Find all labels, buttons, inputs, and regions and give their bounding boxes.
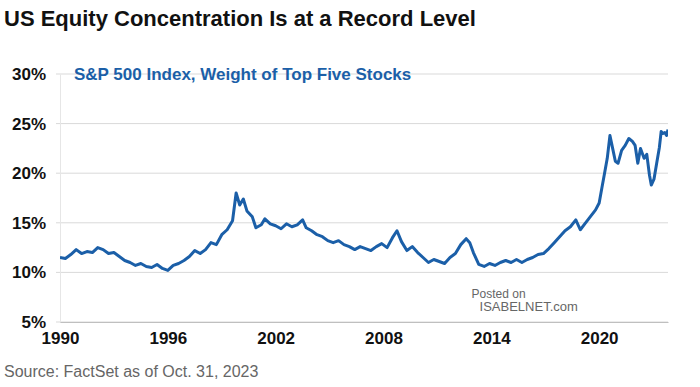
x-tick-label: 1996: [149, 329, 187, 348]
y-tick-label: 25%: [12, 115, 46, 134]
y-tick-label: 20%: [12, 164, 46, 183]
y-tick-label: 15%: [12, 214, 46, 233]
y-axis: 5%10%15%20%25%30%: [12, 65, 61, 332]
y-tick: 20%: [12, 164, 60, 183]
grid-line: [56, 173, 668, 174]
x-tick: 2020: [581, 322, 619, 348]
x-tick: 1990: [42, 322, 80, 348]
y-axis-line: [60, 75, 61, 323]
x-axis: 1990 1996 2002 2008 2014 2020: [42, 322, 669, 348]
x-tick-label: 2020: [581, 329, 619, 348]
y-tick: 10%: [12, 263, 60, 282]
series-line: [60, 130, 668, 271]
x-tick: 2008: [365, 322, 403, 348]
grid-line: [56, 272, 668, 273]
x-tick-label: 2002: [257, 329, 295, 348]
y-tick-label: 10%: [12, 263, 46, 282]
source: Source: FactSet as of Oct. 31, 2023: [4, 363, 258, 380]
x-tick-label: 2008: [365, 329, 403, 348]
x-axis-line: [61, 322, 669, 323]
y-tick: 15%: [12, 214, 60, 233]
y-tick: 30%: [12, 65, 60, 84]
x-tick-label: 1990: [42, 329, 80, 348]
subtitle: S&P 500 Index, Weight of Top Five Stocks: [74, 65, 411, 84]
y-tick: 25%: [12, 115, 60, 134]
y-tick-label: 30%: [12, 65, 46, 84]
x-tick: 2002: [257, 322, 295, 348]
chart: US Equity Concentration Is at a Record L…: [0, 0, 700, 387]
x-tick-label: 2014: [473, 329, 511, 348]
annotation: ISABELNET.com: [480, 299, 578, 314]
grid: [56, 74, 668, 322]
x-tick: 2014: [473, 322, 511, 348]
title: US Equity Concentration Is at a Record L…: [4, 6, 476, 31]
grid-line: [56, 123, 668, 124]
plot-area: [60, 130, 668, 271]
grid-line: [56, 322, 668, 323]
x-tick: 1996: [149, 322, 187, 348]
